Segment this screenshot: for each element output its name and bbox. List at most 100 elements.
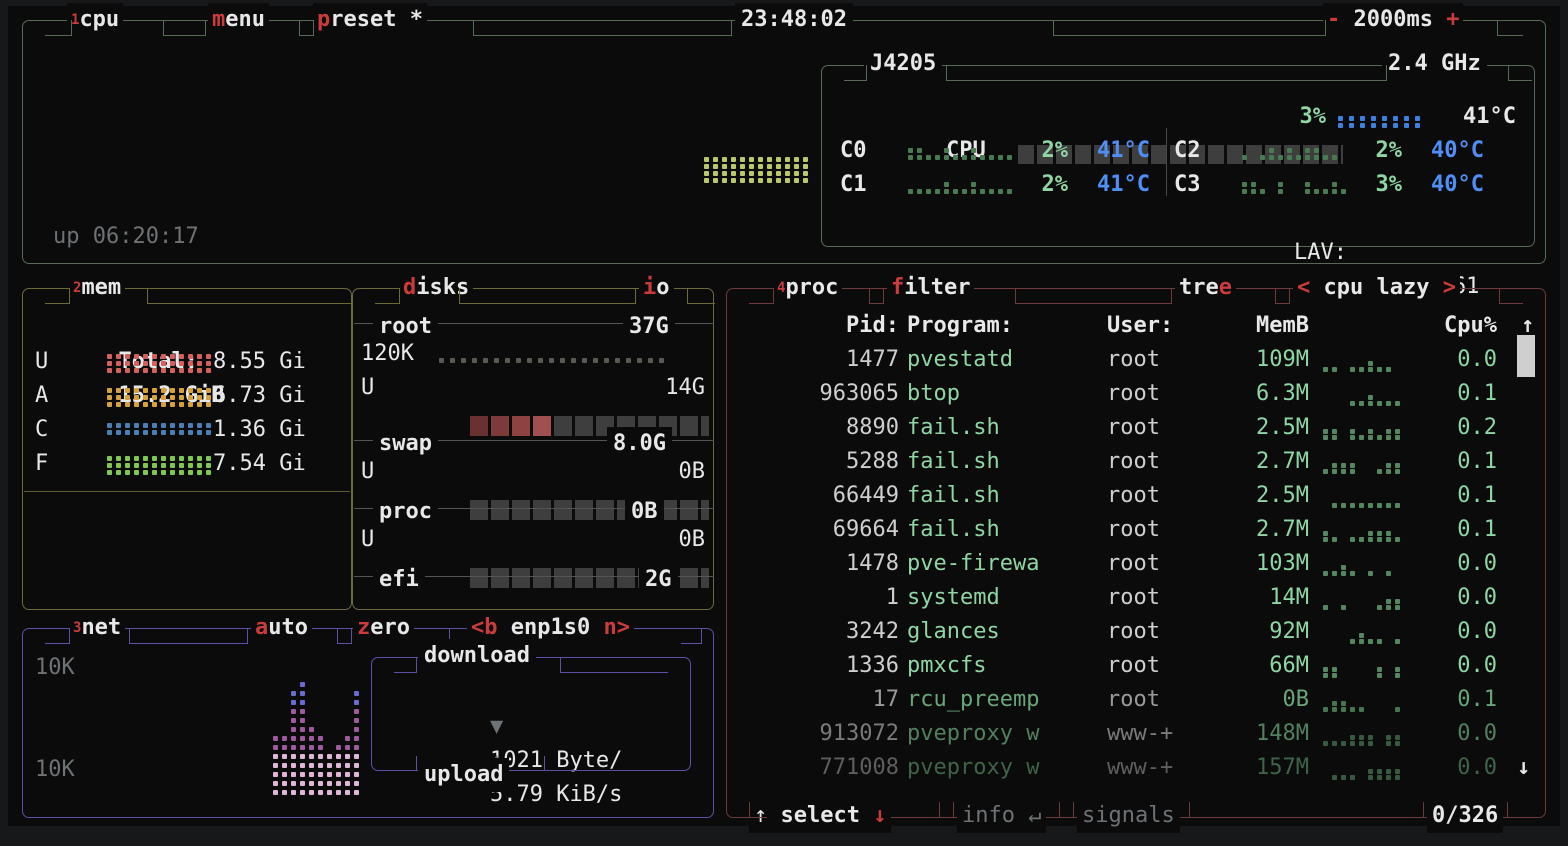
sort-prev-button[interactable]: < [1297, 275, 1311, 300]
disk-root-size: 37G [629, 314, 669, 339]
column-header-memb[interactable]: MemB [1256, 313, 1309, 338]
scroll-down-arrow-icon[interactable]: ↓ [1517, 755, 1531, 780]
process-cpu-sparkline [1323, 395, 1407, 407]
cpu-preset-label[interactable]: reset [330, 7, 397, 32]
net-upload-value: 5.79 KiB/s [489, 782, 623, 807]
update-decrease-button[interactable]: - [1327, 7, 1341, 32]
mem-row-cached-key: C [35, 417, 49, 442]
process-pid: 1336 [846, 653, 899, 678]
process-row[interactable]: 913072 pveproxy w www-+ 148M 0.0 [727, 343, 1545, 746]
process-row[interactable]: 1477 pvestatd root 109M 0.0 [727, 343, 1545, 377]
process-row[interactable]: 1 systemd root 14M 0.0 [727, 343, 1545, 610]
process-row[interactable]: 1478 pve-firewa root 103M 0.0 [727, 343, 1545, 576]
net-auto-label[interactable]: uto [268, 615, 308, 640]
mem-available-graph [107, 383, 219, 409]
process-cpu: 0.2 [1457, 415, 1497, 440]
process-mem: 92M [1269, 619, 1309, 644]
net-prev-iface-button[interactable]: <b [471, 615, 498, 640]
proc-panel-number: 4 [777, 280, 786, 296]
column-header-program[interactable]: Program: [907, 313, 1013, 338]
process-row[interactable]: 69664 fail.sh root 2.7M 0.1 [727, 343, 1545, 542]
core-0-label: C0 [840, 138, 867, 163]
process-pid: 1478 [846, 551, 899, 576]
signals-label[interactable]: signals [1082, 803, 1175, 828]
core-3-label: C3 [1174, 172, 1201, 197]
sort-next-button[interactable]: > [1442, 275, 1456, 300]
process-row[interactable]: 771008 pveproxy w www-+ 157M 0.0 [727, 343, 1545, 780]
disk-proc-name: proc [379, 499, 432, 524]
process-row[interactable]: 963065 btop root 6.3M 0.1 [727, 343, 1545, 406]
process-row[interactable]: 66449 fail.sh root 2.5M 0.1 [727, 343, 1545, 508]
info-label[interactable]: info [962, 803, 1015, 828]
column-header-pid[interactable]: Pid: [846, 313, 899, 338]
cpu-temp-graph [1338, 116, 1434, 130]
disk-root-name: root [379, 314, 432, 339]
mem-panel-number: 2 [73, 280, 82, 296]
proc-panel-title: proc [785, 275, 839, 300]
process-row[interactable]: 17 rcu_preemp root 0B 0.1 [727, 343, 1545, 712]
process-pid: 963065 [819, 381, 899, 406]
process-user: root [1107, 653, 1160, 678]
process-name: glances [907, 619, 1000, 644]
disk-root-used-label: U [361, 375, 375, 400]
proc-sort-field: cpu lazy [1323, 275, 1430, 300]
update-increase-button[interactable]: + [1446, 7, 1460, 32]
process-list[interactable]: 1477 pvestatd root 109M 0.0 963065 btop root 6.3… [727, 343, 1545, 780]
cpu-panel: 1cpu menu preset * 23:48:02 - 2000ms + [22, 3, 1546, 299]
process-cpu: 0.0 [1457, 619, 1497, 644]
process-mem: 0B [1282, 687, 1310, 712]
process-name: fail.sh [907, 415, 1000, 440]
core-2-graph [1242, 148, 1350, 162]
process-mem: 6.3M [1256, 381, 1309, 406]
process-user: root [1107, 585, 1160, 610]
process-row[interactable]: 8890 fail.sh root 2.5M 0.2 [727, 343, 1545, 440]
cpu-menu-label[interactable]: enu [225, 7, 265, 32]
process-row[interactable]: 1336 pmxcfs root 66M 0.0 [727, 343, 1545, 678]
net-next-iface-button[interactable]: n> [603, 615, 630, 640]
process-mem: 66M [1269, 653, 1309, 678]
process-user: root [1107, 483, 1160, 508]
process-pid: 69664 [832, 517, 899, 542]
process-name: systemd [907, 585, 1000, 610]
process-cpu: 0.0 [1457, 585, 1497, 610]
process-name: pveproxy w [907, 755, 1040, 780]
cpu-total-percent: 3% [1299, 104, 1327, 129]
disk-swap-used: 0B [678, 459, 706, 484]
column-header-cpu[interactable]: Cpu% [1444, 313, 1497, 338]
process-mem: 103M [1256, 551, 1309, 576]
net-traffic-graph [273, 649, 369, 799]
disk-root-io: 120K [361, 341, 414, 366]
disk-efi-name: efi [379, 567, 419, 592]
net-stats-box: download ▼ 1021 Byte/ ▲ 5.79 KiB/s uploa… [371, 639, 691, 807]
process-pid: 8890 [846, 415, 899, 440]
net-zero-label[interactable]: ero [370, 615, 410, 640]
net-upload-label: upload [424, 762, 504, 787]
proc-filter-label[interactable]: ilter [904, 275, 971, 300]
cpu-frequency: 2.4 GHz [1388, 51, 1481, 76]
process-cpu: 0.1 [1457, 449, 1497, 474]
process-user: root [1107, 415, 1160, 440]
disk-proc-used: 0B [678, 527, 706, 552]
proc-tree-label[interactable]: tre [1179, 275, 1219, 300]
uptime-label: up 06:20:17 [53, 224, 199, 249]
proc-scrollbar-thumb[interactable] [1517, 335, 1535, 377]
process-name: pveproxy w [907, 721, 1040, 746]
io-panel-title[interactable]: o [656, 275, 670, 300]
disk-root-io-graph [439, 357, 679, 365]
process-mem: 109M [1256, 347, 1309, 372]
process-row[interactable]: 5288 fail.sh root 2.7M 0.1 [727, 343, 1545, 474]
process-row[interactable]: 3242 glances root 92M 0.0 [727, 343, 1545, 644]
process-cpu-sparkline [1323, 633, 1407, 645]
mem-row-used-value: 8.55 Gi [213, 349, 306, 374]
net-panel-title: net [81, 615, 122, 640]
process-name: pve-firewa [907, 551, 1040, 576]
cpu-clock: 23:48:02 [741, 7, 847, 32]
net-auto-key: a [255, 615, 269, 640]
column-header-user[interactable]: User: [1107, 313, 1174, 338]
cpu-model: J4205 [870, 51, 937, 76]
process-name: rcu_preemp [907, 687, 1040, 712]
net-scale-top: 10K [35, 655, 75, 680]
disks-panel-title[interactable]: isks [416, 275, 470, 300]
process-name: fail.sh [907, 449, 1000, 474]
process-cpu-sparkline [1323, 497, 1407, 509]
